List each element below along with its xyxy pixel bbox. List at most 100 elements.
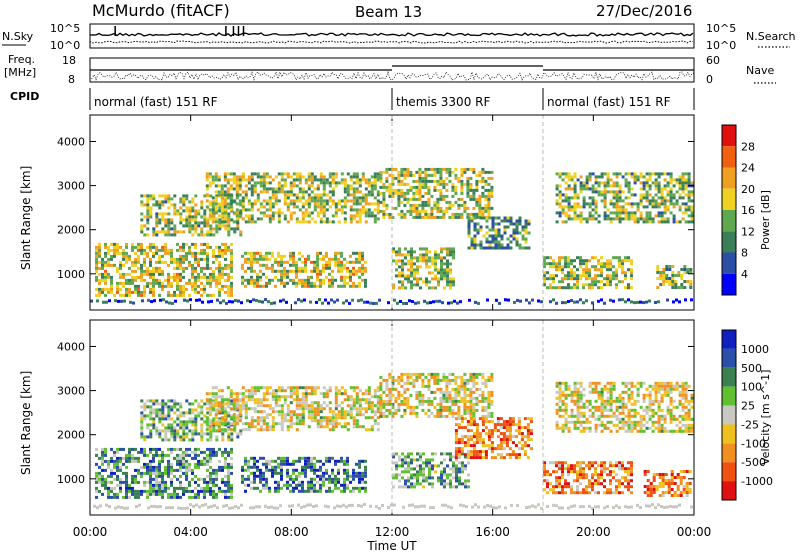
echo-cell [220,407,224,411]
echo-cell [487,203,491,207]
echo-cell [555,268,558,272]
echo-cell [161,474,164,478]
echo-cell [277,278,280,282]
echo-cell [627,268,630,272]
echo-cell [415,212,419,216]
echo-cell [430,206,434,210]
echo-cell [188,468,191,472]
ground-scatter-cell [231,300,234,304]
echo-cell [128,456,131,460]
echo-cell [648,214,652,218]
echo-cell [564,193,568,197]
echo-cell [191,456,194,460]
echo-cell [343,184,347,188]
echo-cell [137,284,140,288]
echo-cell [358,459,361,463]
echo-cell [194,254,197,258]
echo-cell [367,178,371,182]
echo-cell [250,184,254,188]
echo-cell [113,477,116,481]
echo-cell [445,200,449,204]
echo-cell [439,414,443,418]
echo-cell [292,184,296,188]
echo-cell [223,184,227,188]
echo-cell [218,290,221,294]
echo-cell [182,453,185,457]
echo-cell [666,199,670,203]
echo-cell [265,275,268,279]
echo-cell [226,401,230,405]
echo-cell [167,438,171,442]
echo-cell [194,194,198,198]
echo-cell [340,251,343,255]
echo-cell [221,254,224,258]
echo-cell [110,486,113,490]
echo-cell [624,214,628,218]
echo-cell [167,221,171,225]
echo-cell [567,286,570,290]
echo-cell [250,214,254,218]
echo-cell [370,211,374,215]
echo-cell [107,275,110,279]
echo-cell [247,462,250,466]
echo-cell [322,278,325,282]
echo-cell [421,203,425,207]
echo-cell [478,173,482,177]
echo-cell [164,471,167,475]
echo-cell [253,284,256,288]
echo-cell [203,456,206,460]
echo-cell [268,404,272,408]
echo-cell [555,265,558,269]
echo-cell [194,287,197,291]
echo-cell [241,190,245,194]
echo-cell [400,393,404,397]
echo-cell [410,286,413,290]
echo-cell [412,405,416,409]
echo-cell [319,486,322,490]
echo-cell [209,480,212,484]
ground-scatter-cell [216,298,219,302]
echo-cell [328,419,332,423]
echo-cell [457,197,461,201]
ground-scatter-cell [279,299,282,303]
echo-cell [113,245,116,249]
echo-cell [101,260,104,264]
echo-cell [268,425,272,429]
echo-cell [600,181,604,185]
echo-cell [164,402,168,406]
echo-cell [567,214,571,218]
echo-cell [200,405,204,409]
echo-cell [401,262,404,266]
echo-cell [570,262,573,266]
echo-cell [358,211,362,215]
echo-cell [155,215,159,219]
echo-cell [567,265,570,269]
echo-cell [412,384,416,388]
echo-cell [454,191,458,195]
echo-cell [95,495,98,499]
echo-cell [442,372,446,376]
echo-cell [663,208,667,212]
echo-cell [358,220,362,224]
echo-cell [567,217,571,221]
echo-cell [481,206,485,210]
echo-cell [206,266,209,270]
echo-cell [194,281,197,285]
echo-cell [340,456,343,460]
echo-cell [310,275,313,279]
echo-cell [143,408,147,412]
echo-cell [239,230,243,234]
echo-cell [343,281,346,285]
echo-cell [310,269,313,273]
echo-cell [265,172,269,176]
echo-cell [176,287,179,291]
echo-cell [397,375,401,379]
echo-cell [170,429,174,433]
echo-cell [274,465,277,469]
echo-cell [152,417,156,421]
echo-cell [298,483,301,487]
echo-cell [274,401,278,405]
echo-cell [343,398,347,402]
echo-cell [337,480,340,484]
echo-cell [298,419,302,423]
